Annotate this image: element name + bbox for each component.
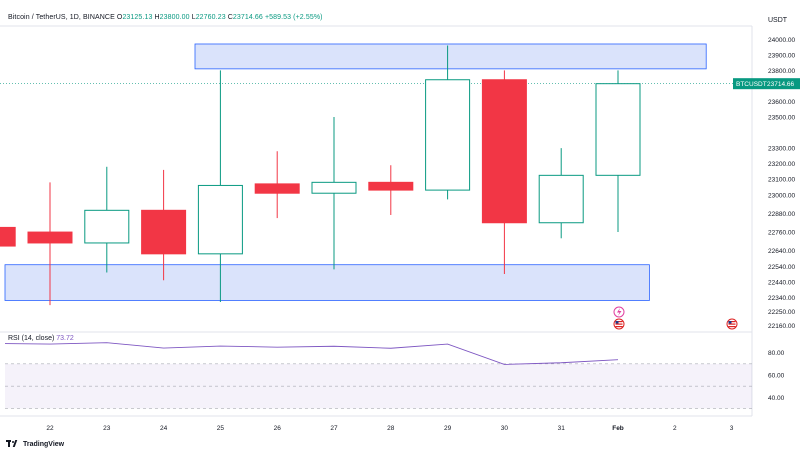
low-label: L bbox=[191, 14, 196, 21]
high-value: 23800.00 bbox=[159, 14, 190, 21]
price-axis[interactable]: 24000.00 23900.00 23800.00 23600.00 23500.00… bbox=[768, 37, 795, 402]
rsi-tick-label: 40.00 bbox=[768, 395, 785, 402]
price-tick-label: 22250.00 bbox=[768, 309, 795, 316]
rsi-tick-label: 60.00 bbox=[768, 373, 785, 380]
candle-body bbox=[0, 226, 16, 247]
price-tag-value: 23714.66 bbox=[767, 81, 794, 88]
price-tick-label: 23600.00 bbox=[768, 99, 795, 106]
tradingview-icon bbox=[6, 440, 20, 448]
zones-layer bbox=[0, 43, 752, 301]
time-tick-label: 26 bbox=[274, 425, 282, 432]
us-flag-event-icon[interactable] bbox=[726, 318, 738, 330]
price-tick-label: 23200.00 bbox=[768, 161, 795, 168]
candle-body bbox=[27, 231, 73, 244]
price-tick-label: 23800.00 bbox=[768, 68, 795, 75]
rsi-label: RSI (14, close) bbox=[8, 335, 55, 342]
price-tick-label: 22160.00 bbox=[768, 323, 795, 330]
time-tick-label: 30 bbox=[501, 425, 509, 432]
symbol-title[interactable]: Bitcoin / TetherUS, 1D, BINANCE bbox=[8, 14, 115, 21]
time-tick-label: 2 bbox=[673, 425, 677, 432]
candles-layer bbox=[0, 45, 641, 306]
candle-28[interactable] bbox=[368, 165, 414, 215]
open-label: O bbox=[116, 14, 123, 21]
candle-21[interactable] bbox=[0, 220, 16, 254]
change-value: +589.53 (+2.55%) bbox=[264, 14, 323, 21]
candle-body bbox=[481, 79, 527, 224]
last-price-tag: BTCUSDT 23714.66 bbox=[733, 78, 800, 90]
candle-body bbox=[425, 79, 471, 191]
price-tick-label: 23500.00 bbox=[768, 115, 795, 122]
tradingview-logo[interactable]: TradingView bbox=[6, 440, 64, 448]
price-tick-label: 22640.00 bbox=[768, 248, 795, 255]
time-tick-label: 25 bbox=[217, 425, 225, 432]
candle-27[interactable] bbox=[311, 117, 357, 270]
price-tick-label: 22760.00 bbox=[768, 230, 795, 237]
price-tick-label: 23900.00 bbox=[768, 52, 795, 59]
rsi-layer bbox=[4, 342, 752, 409]
high-label: H bbox=[154, 14, 160, 21]
price-tick-label: 22440.00 bbox=[768, 279, 795, 286]
time-tick-label: 3 bbox=[730, 425, 734, 432]
candle-body bbox=[311, 181, 357, 194]
open-value: 23125.13 bbox=[122, 14, 153, 21]
candle-30[interactable] bbox=[481, 70, 527, 275]
time-tick-label: 28 bbox=[387, 425, 395, 432]
candle-24[interactable] bbox=[141, 169, 187, 281]
candle-26[interactable] bbox=[254, 151, 300, 219]
candle-Feb[interactable] bbox=[595, 70, 641, 233]
low-value: 22760.23 bbox=[195, 14, 226, 21]
price-tick-label: 23100.00 bbox=[768, 177, 795, 184]
price-tick-label: 22340.00 bbox=[768, 295, 795, 302]
lightning-event-icon[interactable] bbox=[613, 306, 625, 318]
rsi-value: 73.72 bbox=[56, 335, 74, 342]
price-tick-label: 23000.00 bbox=[768, 192, 795, 199]
candle-body bbox=[84, 209, 130, 244]
candle-body bbox=[368, 181, 414, 191]
time-tick-label: Feb bbox=[612, 425, 624, 432]
candle-25[interactable] bbox=[197, 70, 243, 303]
price-tick-label: 23300.00 bbox=[768, 146, 795, 153]
time-tick-label: 22 bbox=[46, 425, 54, 432]
time-tick-label: 29 bbox=[444, 425, 452, 432]
zone-box-1[interactable] bbox=[194, 43, 707, 70]
candle-body bbox=[595, 83, 641, 176]
candle-23[interactable] bbox=[84, 166, 130, 273]
time-tick-label: 23 bbox=[103, 425, 111, 432]
candle-31[interactable] bbox=[538, 148, 584, 239]
close-value: 23714.66 bbox=[232, 14, 263, 21]
time-tick-label: 24 bbox=[160, 425, 168, 432]
us-flag-event-icon[interactable] bbox=[613, 318, 625, 330]
price-tick-label: 24000.00 bbox=[768, 37, 795, 44]
zone-box-2[interactable] bbox=[4, 264, 650, 301]
time-axis[interactable]: 22 23 24 25 26 27 28 29 30 31 Feb 2 3 bbox=[46, 425, 733, 432]
rsi-line bbox=[4, 342, 619, 365]
candle-body bbox=[197, 184, 243, 255]
candle-body bbox=[141, 209, 187, 255]
candle-body bbox=[538, 174, 584, 224]
brand-name: TradingView bbox=[23, 440, 65, 448]
candle-29[interactable] bbox=[425, 45, 471, 200]
close-label: C bbox=[227, 14, 233, 21]
currency-label: USDT bbox=[768, 17, 788, 24]
chart-header: Bitcoin / TetherUS, 1D, BINANCE O23125.1… bbox=[8, 14, 323, 21]
time-tick-label: 27 bbox=[330, 425, 338, 432]
rsi-tick-label: 80.00 bbox=[768, 350, 785, 357]
rsi-header[interactable]: RSI (14, close) 73.72 bbox=[8, 335, 74, 342]
candle-22[interactable] bbox=[27, 182, 73, 306]
price-tick-label: 22540.00 bbox=[768, 264, 795, 271]
candle-body bbox=[254, 183, 300, 194]
price-tag-symbol: BTCUSDT bbox=[736, 81, 767, 88]
time-tick-label: 31 bbox=[558, 425, 566, 432]
price-tick-label: 22880.00 bbox=[768, 211, 795, 218]
